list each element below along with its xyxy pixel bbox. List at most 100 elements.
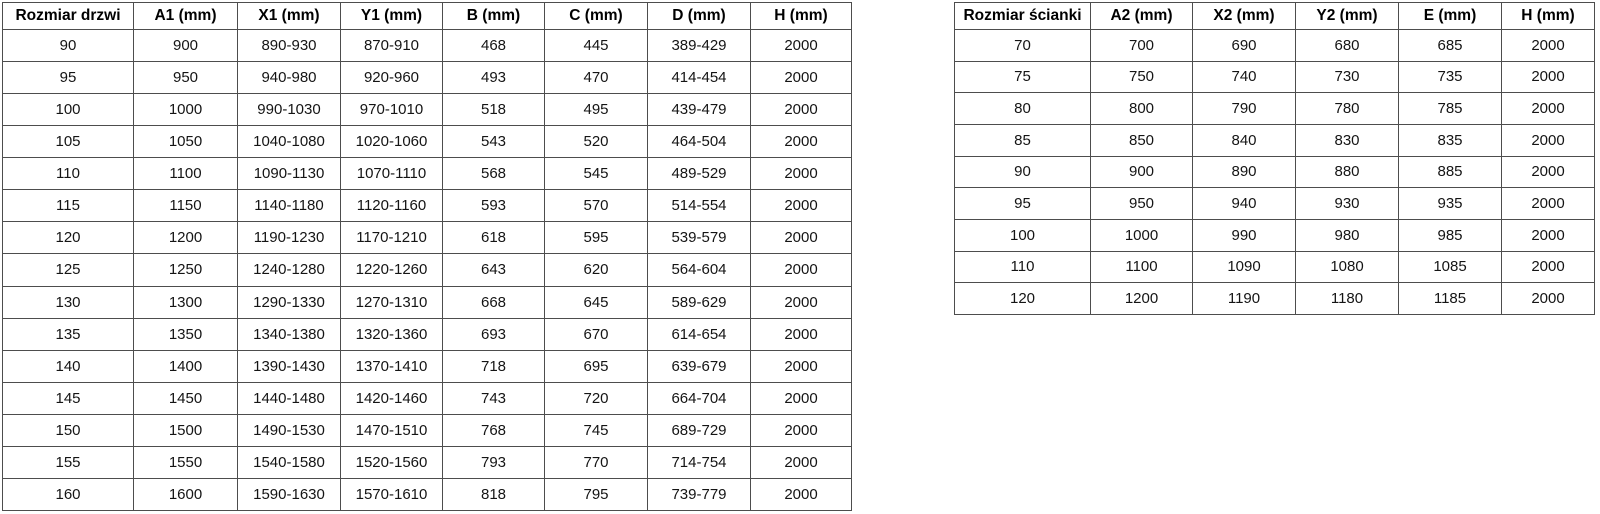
table-cell: 414-454 [647, 61, 751, 95]
table-cell: 940-980 [237, 61, 341, 95]
column-header: A2 (mm) [1090, 2, 1193, 30]
column-header: X2 (mm) [1192, 2, 1296, 30]
table-cell: 735 [1398, 60, 1502, 94]
table-cell: 990 [1192, 218, 1296, 252]
table-cell: 990-1030 [237, 93, 341, 127]
table-cell: 80 [954, 92, 1091, 125]
table-cell: 518 [442, 93, 545, 127]
table-cell: 539-579 [647, 221, 751, 255]
table-cell: 680 [1295, 29, 1399, 62]
table-cell: 1200 [133, 221, 238, 255]
table-cell: 2000 [750, 349, 852, 383]
table-cell: 464-504 [647, 125, 751, 159]
table-cell: 135 [2, 317, 134, 351]
table-cell: 695 [544, 349, 648, 383]
table-cell: 543 [442, 125, 545, 159]
table-row: 100 1000 990-1030 970-1010 518 495 439-479 2000 [2, 93, 852, 127]
table-cell: 90 [2, 28, 134, 63]
table-cell: 2000 [750, 189, 852, 223]
table-cell: 2000 [750, 221, 852, 255]
table-cell: 1150 [133, 189, 238, 223]
table-cell: 890 [1192, 155, 1296, 189]
table-cell: 745 [544, 413, 648, 447]
table-cell: 470 [544, 61, 648, 95]
table-cell: 75 [954, 60, 1091, 94]
table-cell: 2000 [1501, 29, 1595, 62]
column-header: Y2 (mm) [1295, 2, 1399, 30]
table-cell: 1050 [133, 125, 238, 159]
table-cell: 445 [544, 28, 648, 63]
table-cell: 950 [133, 61, 238, 95]
table-row: 95 950 940-980 920-960 493 470 414-454 2000 [2, 61, 852, 95]
table-cell: 545 [544, 157, 648, 191]
table-cell: 1400 [133, 349, 238, 383]
table-cell: 645 [544, 285, 648, 319]
table-cell: 90 [954, 155, 1091, 189]
table-cell: 930 [1295, 187, 1399, 220]
table-cell: 739-779 [647, 477, 751, 512]
wall-table-header-row: Rozmiar ścianki A2 (mm) X2 (mm) Y2 (mm) E (m… [954, 2, 1595, 30]
table-cell: 1540-1580 [237, 445, 341, 479]
table-row: 125 1250 1240-1280 1220-1260 643 620 564-604 20… [2, 253, 852, 287]
column-header: Rozmiar ścianki [954, 2, 1091, 30]
table-row: 160 1600 1590-1630 1570-1610 818 795 739-779 20… [2, 477, 852, 512]
table-cell: 2000 [750, 285, 852, 319]
table-cell: 900 [1090, 155, 1193, 189]
table-cell: 1020-1060 [340, 125, 443, 159]
wall-table-body: 70 700 690 680 685 2000 75 750 740 730 735 2000 80 80… [954, 29, 1595, 315]
table-cell: 780 [1295, 92, 1399, 125]
table-cell: 110 [2, 157, 134, 191]
table-cell: 614-654 [647, 317, 751, 351]
table-cell: 900 [133, 28, 238, 63]
table-cell: 1100 [1090, 250, 1193, 284]
table-cell: 489-529 [647, 157, 751, 191]
table-cell: 2000 [1501, 187, 1595, 220]
table-row: 140 1400 1390-1430 1370-1410 718 695 639-679 20… [2, 349, 852, 383]
table-cell: 439-479 [647, 93, 751, 127]
table-cell: 115 [2, 189, 134, 223]
table-cell: 1100 [133, 157, 238, 191]
table-cell: 768 [442, 413, 545, 447]
table-cell: 1420-1460 [340, 381, 443, 415]
table-cell: 1185 [1398, 282, 1502, 315]
table-cell: 2000 [1501, 218, 1595, 252]
table-cell: 840 [1192, 123, 1296, 157]
column-header: H (mm) [1501, 2, 1595, 30]
table-cell: 1520-1560 [340, 445, 443, 479]
table-cell: 1220-1260 [340, 253, 443, 287]
table-cell: 514-554 [647, 189, 751, 223]
column-header: X1 (mm) [237, 2, 341, 30]
column-header: E (mm) [1398, 2, 1502, 30]
door-table-body: 90 900 890-930 870-910 468 445 389-429 2000 95 95… [2, 28, 852, 512]
table-cell: 690 [1192, 29, 1296, 62]
table-cell: 140 [2, 349, 134, 383]
table-cell: 389-429 [647, 28, 751, 63]
table-row: 75 750 740 730 735 2000 [954, 60, 1595, 94]
table-cell: 1090 [1192, 250, 1296, 284]
table-cell: 1250 [133, 253, 238, 287]
table-cell: 620 [544, 253, 648, 287]
table-cell: 1120-1160 [340, 189, 443, 223]
table-cell: 818 [442, 477, 545, 512]
table-row: 120 1200 1190 1180 1185 2000 [954, 282, 1595, 315]
table-cell: 689-729 [647, 413, 751, 447]
table-cell: 980 [1295, 218, 1399, 252]
table-cell: 835 [1398, 123, 1502, 157]
table-cell: 743 [442, 381, 545, 415]
table-cell: 1440-1480 [237, 381, 341, 415]
table-cell: 720 [544, 381, 648, 415]
table-cell: 1270-1310 [340, 285, 443, 319]
table-cell: 1350 [133, 317, 238, 351]
table-row: 70 700 690 680 685 2000 [954, 29, 1595, 62]
table-cell: 2000 [750, 381, 852, 415]
table-cell: 2000 [1501, 282, 1595, 315]
table-cell: 2000 [750, 253, 852, 287]
table-cell: 2000 [750, 413, 852, 447]
column-header: D (mm) [647, 2, 751, 30]
table-cell: 1140-1180 [237, 189, 341, 223]
table-row: 135 1350 1340-1380 1320-1360 693 670 614-654 20… [2, 317, 852, 351]
column-header: B (mm) [442, 2, 545, 30]
table-cell: 730 [1295, 60, 1399, 94]
table-row: 80 800 790 780 785 2000 [954, 92, 1595, 125]
